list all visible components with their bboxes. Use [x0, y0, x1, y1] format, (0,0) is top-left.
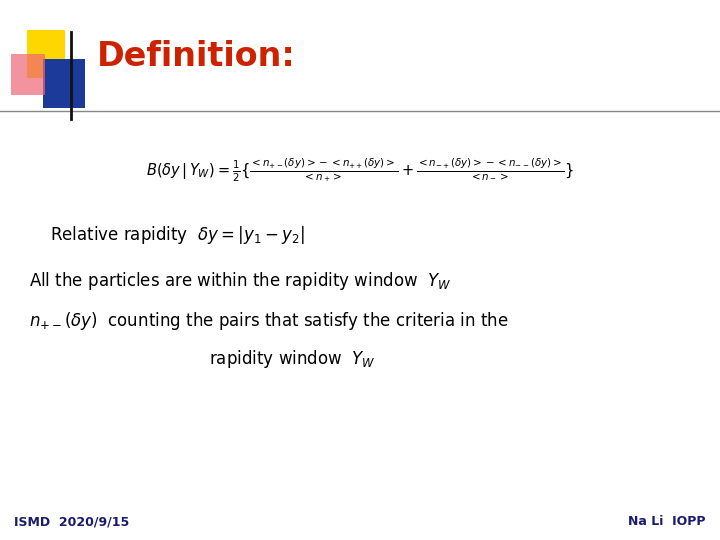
Text: Na Li  IOPP: Na Li IOPP [628, 515, 706, 528]
Text: ISMD  2020/9/15: ISMD 2020/9/15 [14, 515, 130, 528]
Text: rapidity window  $Y_W$: rapidity window $Y_W$ [209, 348, 375, 370]
Text: Relative rapidity  $\delta y = |y_1 - y_2|$: Relative rapidity $\delta y = |y_1 - y_2… [50, 224, 305, 246]
Bar [27, 30, 65, 78]
Text: All the particles are within the rapidity window  $Y_W$: All the particles are within the rapidit… [29, 270, 451, 292]
Text: Definition:: Definition: [97, 40, 296, 73]
Bar [43, 59, 85, 108]
Text: $n_{+-}(\delta y)$  counting the pairs that satisfy the criteria in the: $n_{+-}(\delta y)$ counting the pairs th… [29, 310, 508, 332]
Bar [11, 54, 45, 94]
Text: $B(\delta y\,|\,Y_W) = \frac{1}{2}\{\frac{<n_{+-}(\delta y)> - <n_{++}(\delta y): $B(\delta y\,|\,Y_W) = \frac{1}{2}\{\fra… [146, 156, 574, 184]
